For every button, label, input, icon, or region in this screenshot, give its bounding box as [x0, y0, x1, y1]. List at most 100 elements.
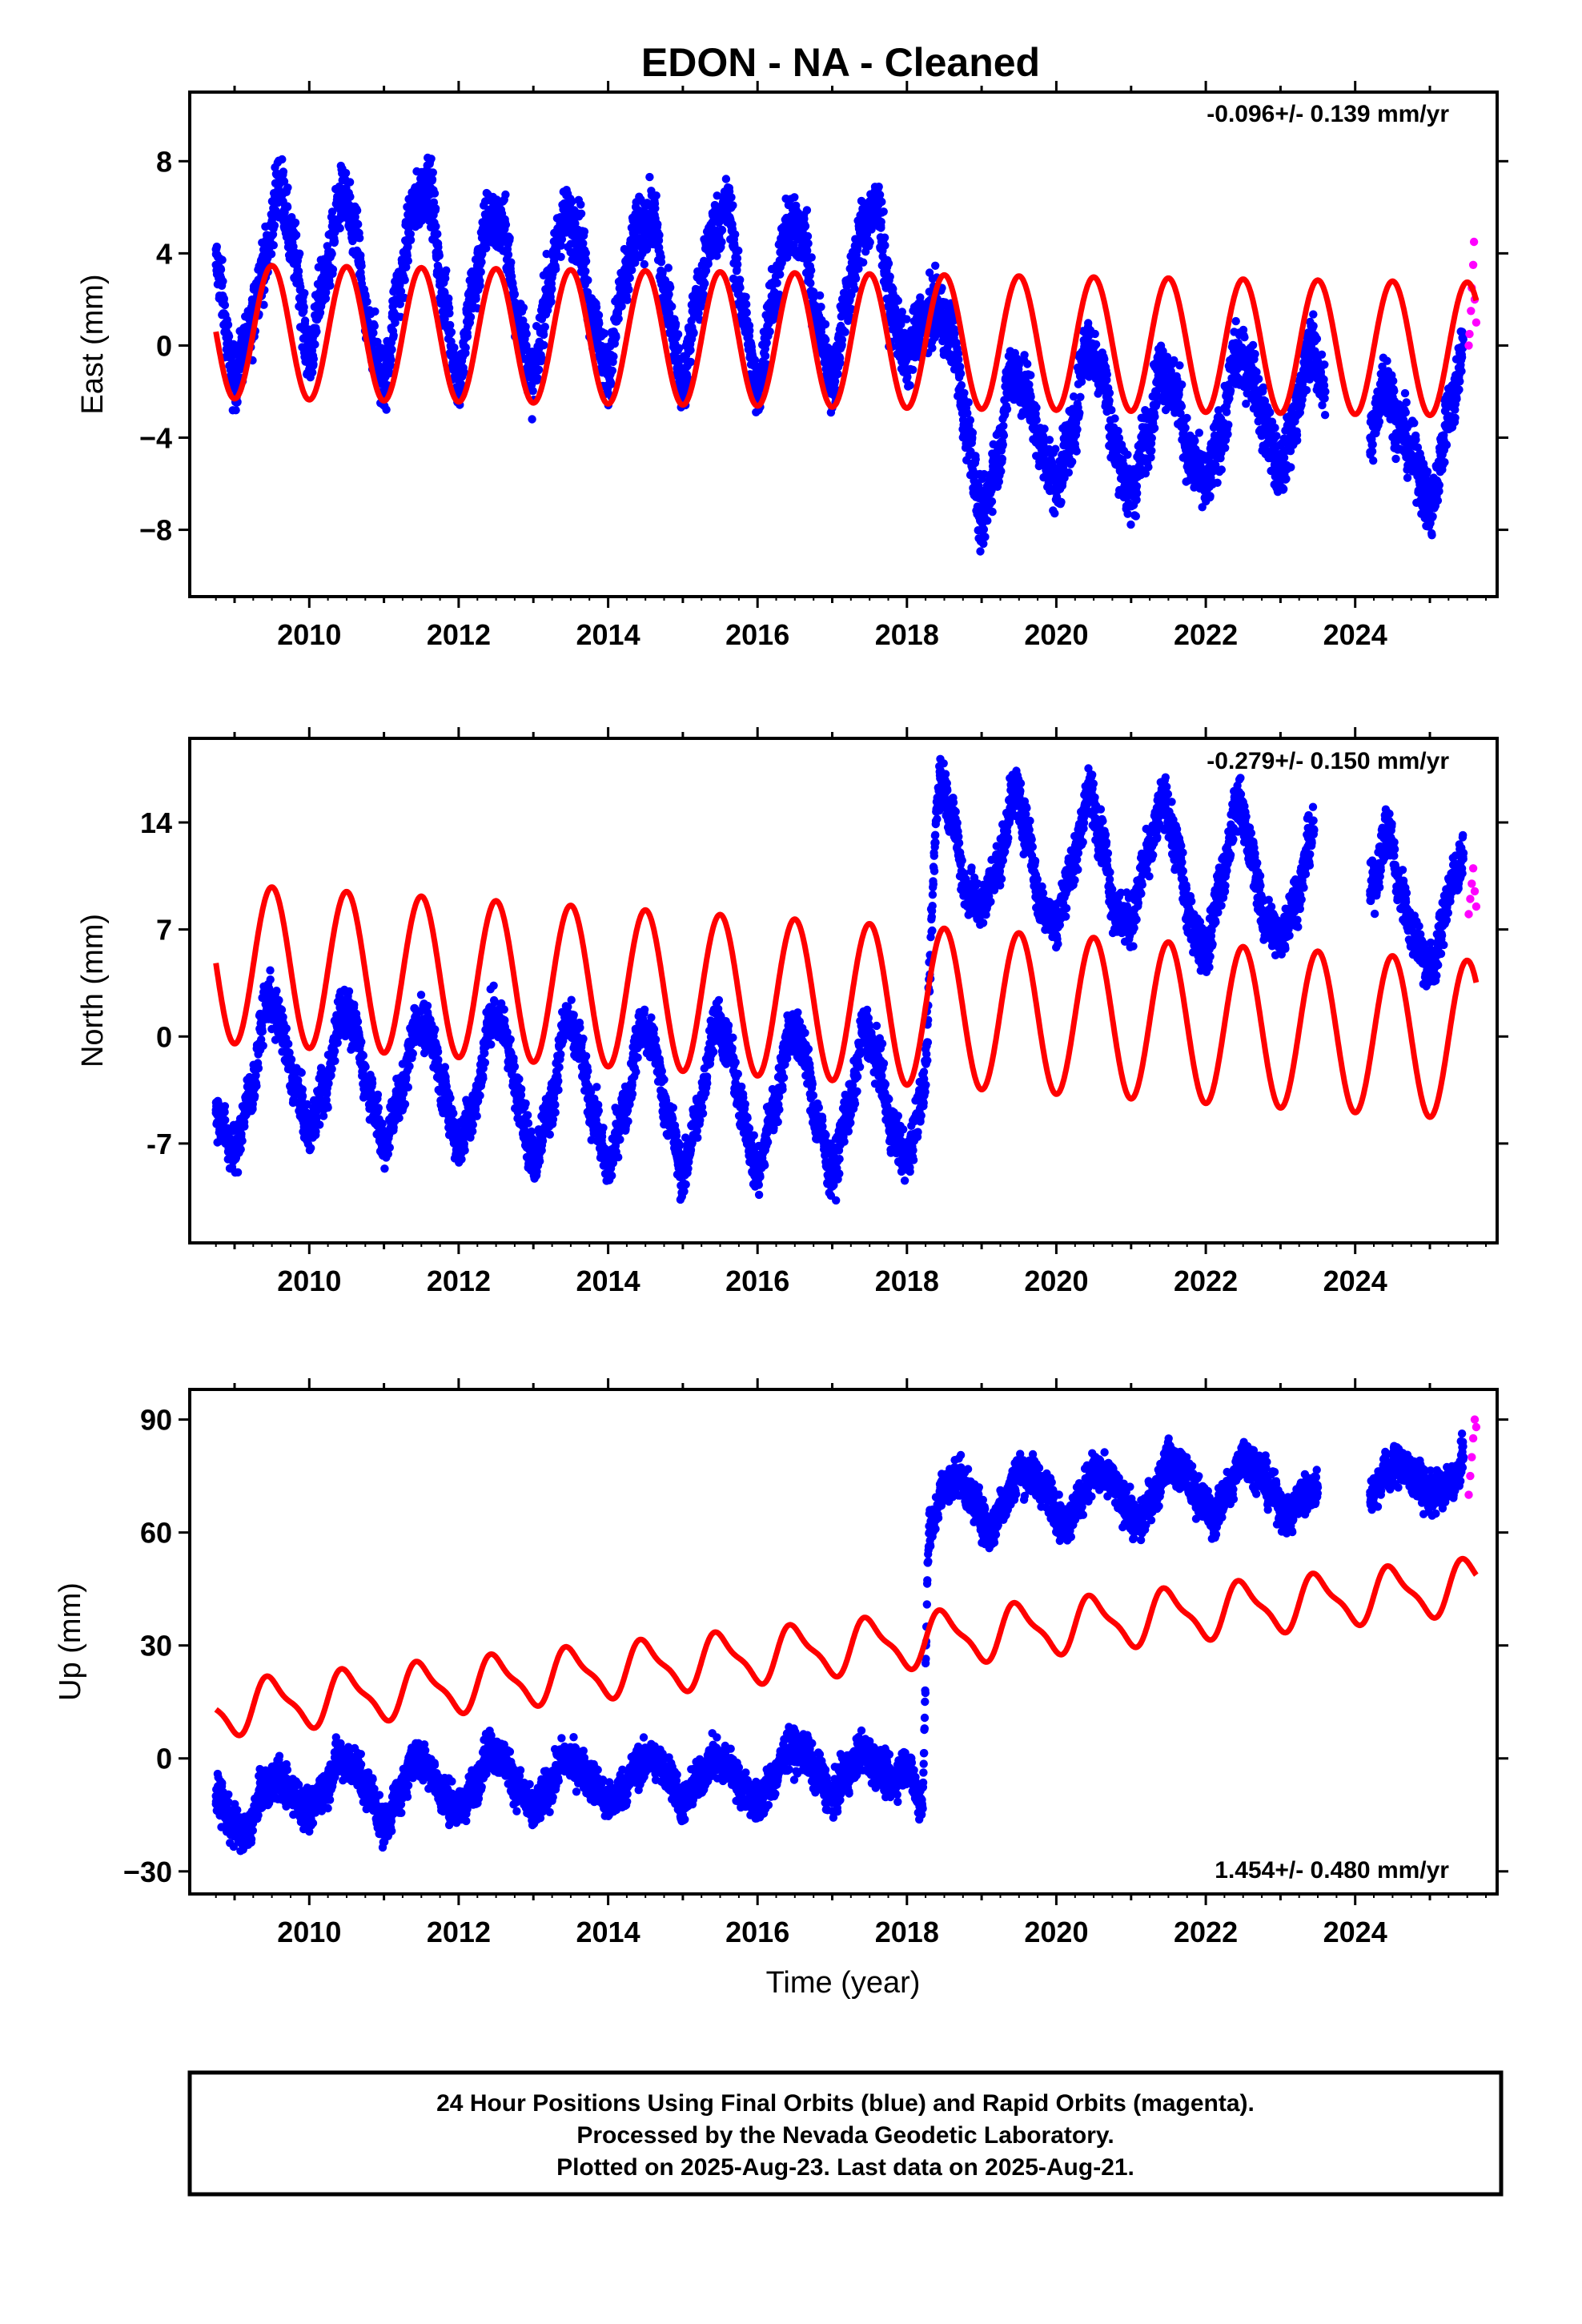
east-final-orbit-point: [750, 356, 760, 364]
east-final-orbit-point: [1132, 481, 1142, 491]
east-final-orbit-point: [884, 259, 893, 268]
east-final-orbit-point: [807, 253, 816, 262]
east-final-orbit-point: [821, 320, 830, 329]
east-final-orbit-point: [450, 343, 459, 352]
east-final-orbit-point: [1025, 380, 1034, 389]
east-final-orbit-point: [223, 320, 233, 329]
east-final-orbit-point: [865, 238, 874, 247]
east-final-orbit-point: [466, 312, 476, 322]
east-final-orbit-point: [727, 193, 736, 202]
east-final-orbit-point: [501, 190, 510, 199]
east-final-orbit-point: [625, 273, 634, 283]
east-final-orbit-point: [1132, 496, 1141, 505]
east-final-orbit-point: [389, 331, 398, 340]
east-final-orbit-point: [1231, 316, 1240, 326]
east-final-orbit-point: [817, 303, 825, 312]
east-final-orbit-point: [1126, 520, 1135, 529]
east-final-orbit-point: [859, 258, 868, 267]
east-final-orbit-point: [212, 242, 221, 251]
east-final-orbit-point: [617, 302, 626, 311]
east-final-orbit-point: [1123, 509, 1132, 518]
east-final-orbit-point: [539, 330, 548, 340]
east-final-orbit-point: [1091, 340, 1101, 349]
east-final-orbit-point: [665, 290, 673, 299]
east-final-orbit-point: [761, 352, 770, 360]
east-final-orbit-point: [790, 193, 799, 202]
east-final-orbit-point: [1072, 447, 1081, 456]
east-final-orbit-point: [1259, 383, 1268, 392]
east-final-orbit-point: [1090, 329, 1099, 339]
east-final-orbit-point: [345, 178, 355, 187]
east-final-orbit-point: [321, 294, 331, 303]
east-final-orbit-point: [804, 239, 813, 248]
east-final-orbit-point: [1272, 432, 1281, 440]
east-final-orbit-point: [931, 261, 940, 270]
east-final-orbit-point: [1131, 512, 1141, 521]
east-final-orbit-point: [640, 259, 648, 269]
east-final-orbit-point: [664, 263, 673, 272]
east-final-orbit-point: [1068, 457, 1077, 466]
east-final-orbit-point: [291, 218, 300, 227]
east-final-orbit-point: [537, 354, 546, 363]
east-final-orbit-point: [999, 431, 1009, 440]
east-final-orbit-point: [1141, 469, 1150, 478]
east-final-orbit-point: [463, 332, 472, 341]
east-final-orbit-point: [385, 369, 394, 378]
east-final-orbit-point: [652, 191, 661, 200]
east-final-orbit-point: [1240, 333, 1249, 342]
east-final-orbit-point: [357, 261, 366, 271]
east-final-orbit-point: [776, 270, 785, 279]
east-final-orbit-point: [270, 221, 279, 230]
east-final-orbit-point: [1176, 409, 1185, 418]
east-final-orbit-point: [1224, 420, 1233, 429]
east-final-orbit-point: [736, 275, 745, 284]
east-final-orbit-point: [556, 241, 565, 250]
east-final-orbit-point: [987, 497, 997, 506]
east-final-orbit-point: [311, 340, 319, 349]
east-final-orbit-point: [396, 300, 404, 308]
east-final-orbit-point: [851, 274, 861, 283]
east-final-orbit-point: [1023, 360, 1032, 368]
chart-title: EDON - NA - Cleaned: [641, 40, 1040, 85]
east-final-orbit-point: [607, 380, 616, 388]
east-final-orbit-point: [355, 234, 364, 243]
east-final-orbit-point: [447, 328, 456, 336]
east-final-orbit-point: [1064, 468, 1074, 477]
east-final-orbit-point: [721, 175, 731, 183]
east-final-orbit-point: [850, 284, 859, 293]
east-final-orbit-point: [404, 256, 412, 265]
east-final-orbit-point: [476, 267, 485, 276]
east-final-orbit-point: [877, 223, 885, 232]
east-final-orbit-point: [809, 287, 818, 296]
east-final-orbit-point: [666, 283, 675, 292]
east-final-orbit-point: [1020, 351, 1029, 360]
east-final-orbit-point: [505, 234, 514, 243]
east-final-orbit-point: [315, 308, 325, 317]
east-final-orbit-point: [557, 235, 567, 243]
east-final-orbit-point: [897, 320, 905, 329]
east-final-orbit-point: [433, 230, 442, 239]
east-final-orbit-point: [956, 369, 966, 378]
east-final-orbit-point: [1248, 340, 1258, 350]
east-final-orbit-point: [300, 316, 310, 325]
east-final-orbit-point: [435, 251, 444, 260]
east-final-orbit-point: [1123, 450, 1132, 459]
east-final-orbit-point: [963, 408, 972, 418]
east-final-orbit-point: [528, 415, 536, 424]
east-final-orbit-point: [999, 421, 1008, 430]
east-final-orbit-point: [875, 191, 885, 199]
east-final-orbit-point: [507, 258, 516, 267]
east-final-orbit-point: [571, 219, 580, 228]
east-final-orbit-point: [1293, 436, 1302, 445]
east-final-orbit-point: [431, 204, 440, 213]
east-final-orbit-point: [351, 212, 359, 222]
east-final-orbit-point: [1032, 403, 1041, 412]
east-final-orbit-point: [742, 300, 751, 309]
east-final-orbit-point: [510, 290, 520, 299]
east-final-orbit-point: [1069, 392, 1078, 401]
east-final-orbit-point: [547, 297, 556, 306]
east-final-orbit-point: [341, 168, 351, 178]
east-final-orbit-points: [211, 153, 1468, 556]
east-final-orbit-point: [745, 326, 754, 336]
east-final-orbit-point: [885, 272, 894, 281]
